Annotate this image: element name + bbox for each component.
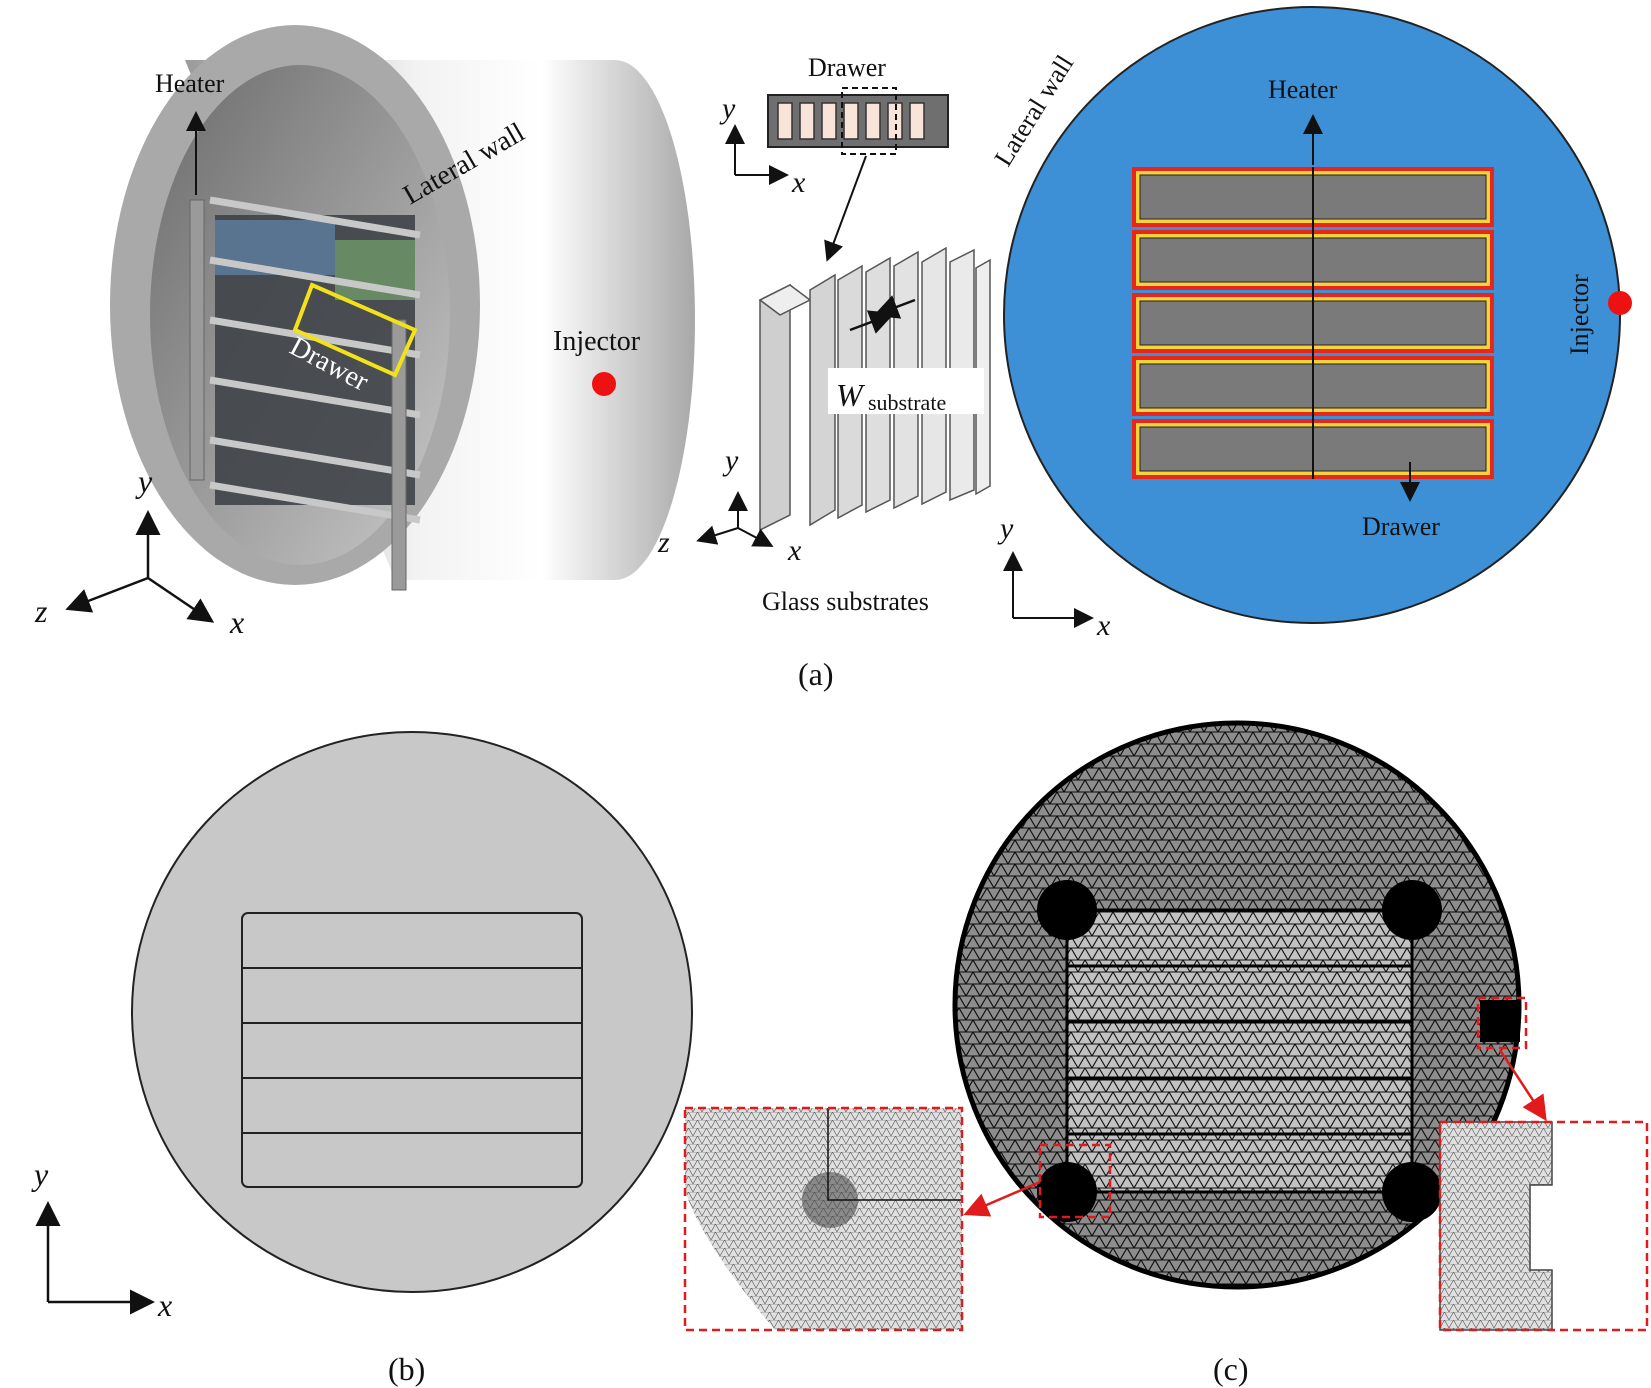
zoom-arrow-corner xyxy=(963,1180,1041,1217)
axes-2d-drawer xyxy=(725,124,789,185)
axis-y-label: y xyxy=(997,512,1014,545)
geometry-drawer-frame xyxy=(241,912,583,1188)
zoom-box-corner xyxy=(1038,1143,1112,1219)
caption-b: (b) xyxy=(388,1351,425,1387)
right-heater-label: Heater xyxy=(1268,75,1338,104)
mesh-refinement-spots xyxy=(1037,880,1520,1222)
axes-3d-left xyxy=(65,510,215,623)
caption-c: (c) xyxy=(1213,1351,1249,1387)
axis-y-label: y xyxy=(722,444,739,477)
drawer-rows xyxy=(1132,167,1494,479)
zoom-box-injector xyxy=(1476,996,1528,1050)
mesh-drawer-region xyxy=(1067,910,1412,1192)
inset-injector-mesh xyxy=(1439,1121,1553,1331)
axis-x-label: x xyxy=(229,604,244,640)
caption-a: (a) xyxy=(798,656,834,692)
w-arrow-left xyxy=(873,295,916,319)
rack-post xyxy=(189,199,205,481)
geometry-drawer-dividers xyxy=(242,967,582,1134)
axis-x-label: x xyxy=(791,166,806,199)
axis-y-label: y xyxy=(31,1156,49,1192)
axes-2d-b xyxy=(35,1201,155,1315)
axis-x-label: x xyxy=(1096,609,1111,642)
glass-substrate-view: Drawer y x W xyxy=(657,53,991,616)
rack-post xyxy=(391,319,407,591)
inset-corner-frame xyxy=(683,1106,964,1332)
axis-y-label: y xyxy=(135,463,153,499)
geometry-domain-circle xyxy=(131,731,693,1293)
axes-2d-right xyxy=(1003,551,1094,628)
glass-substrates-label: Glass substrates xyxy=(762,587,929,616)
axis-z-label: z xyxy=(34,593,48,629)
cylinder-3d-view: Heater Lateral wall Drawer Injector y x … xyxy=(34,25,695,640)
domain-2d-colored: Heater Drawer Injector Lateral wall y x xyxy=(988,6,1632,642)
w-substrate-subscript: substrate xyxy=(868,390,946,415)
heater-label: Heater xyxy=(155,69,225,98)
zoom-arrow-injector xyxy=(1498,1049,1547,1122)
mesh-drawer-lines xyxy=(1065,908,1414,1194)
injector-label: Injector xyxy=(553,326,641,357)
axis-x-label: x xyxy=(787,534,802,567)
w-substrate-symbol: W xyxy=(836,377,866,413)
right-drawer-label: Drawer xyxy=(1362,512,1440,541)
axis-x-label: x xyxy=(157,1287,172,1323)
substrate-slots xyxy=(777,102,925,140)
geometry-2d: y x xyxy=(31,731,693,1323)
injector-marker xyxy=(592,372,616,396)
zoom-arrow xyxy=(824,155,867,262)
right-injector-label: Injector xyxy=(1565,274,1594,355)
axis-z-label: z xyxy=(657,526,670,559)
mesh-view xyxy=(683,720,1649,1332)
drawer-highlight-box xyxy=(292,282,418,378)
w-label-bg xyxy=(828,368,984,414)
axes-3d-middle xyxy=(696,491,774,547)
inset-corner-edge xyxy=(827,1108,962,1201)
right-injector-marker xyxy=(1608,291,1632,315)
axis-y-label: y xyxy=(719,92,736,125)
drawer-top-label: Drawer xyxy=(808,53,886,82)
